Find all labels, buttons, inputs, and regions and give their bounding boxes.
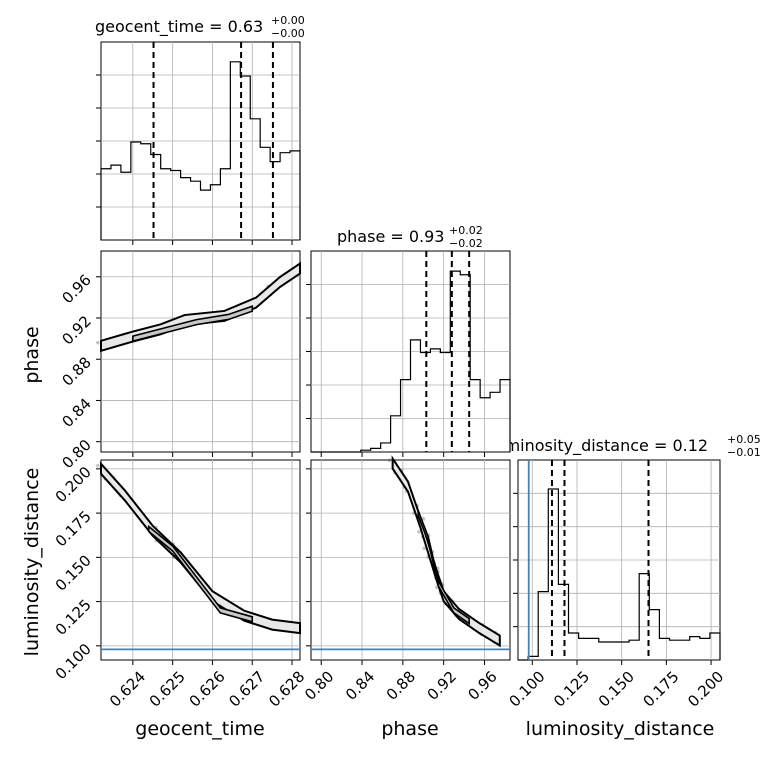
x-axis-label-phase: phase (381, 718, 438, 740)
histogram-geocent-time (96, 41, 301, 245)
title-luminosity-distance: luminosity_distance = 0.12 +0.05 −0.01 (490, 433, 760, 459)
x-tick-label-luminosity-distance-1: 0.125 (550, 668, 593, 711)
scatter-geocent-time-vs-phase (96, 250, 301, 457)
y-tick-label-phase-3: 0.92 (58, 312, 94, 348)
scatter-phase-vs-luminosity-distance (306, 455, 511, 665)
scatter-geocent-time-vs-luminosity-distance-contour-outer (100, 461, 301, 635)
x-tick-label-luminosity-distance-3: 0.175 (640, 668, 683, 711)
histogram-geocent-time-steps (100, 61, 301, 240)
scatter-geocent-time-vs-luminosity-distance (96, 459, 301, 665)
x-tick-label-phase-1: 0.84 (342, 668, 378, 704)
scatter-phase-vs-luminosity-distance-point-2-0 (421, 516, 426, 521)
histogram-luminosity-distance-steps (518, 488, 721, 661)
scatter-phase-vs-luminosity-distance-point-2-7 (422, 546, 426, 551)
x-tick-label-luminosity-distance-2: 0.150 (595, 668, 638, 711)
scatter-phase-vs-luminosity-distance-point-0-0 (387, 458, 392, 463)
title-luminosity-distance-plus: +0.05 (727, 433, 760, 446)
scatter-phase-vs-luminosity-distance-contour-inner (417, 510, 470, 626)
x-tick-label-phase-4: 0.96 (464, 668, 500, 704)
title-phase-minus: −0.02 (449, 237, 483, 250)
x-tick-label-geocent-time-2: 0.626 (186, 668, 229, 711)
title-luminosity-distance-minus: −0.01 (727, 446, 760, 459)
title-geocent-time-plus: +0.00 (271, 14, 305, 27)
title-phase-plus: +0.02 (449, 224, 483, 237)
y-axis-label-luminosity-distance: luminosity_distance (21, 468, 43, 657)
histogram-phase (306, 250, 511, 457)
x-tick-label-geocent-time-0: 0.624 (106, 668, 149, 711)
scatter-geocent-time-vs-phase-point-0-0 (96, 340, 100, 345)
x-tick-label-phase-0: 0.80 (301, 668, 337, 704)
x-tick-label-phase-3: 0.92 (424, 668, 460, 704)
scatter-geocent-time-vs-phase-frame (100, 250, 301, 453)
histogram-phase-steps (311, 270, 511, 453)
x-axis-label-luminosity-distance: luminosity_distance (526, 718, 715, 740)
y-tick-label-phase-4: 0.96 (58, 271, 94, 307)
histogram-luminosity-distance (513, 459, 721, 665)
title-luminosity-distance-main: luminosity_distance = 0.12 (490, 436, 708, 456)
scatter-phase-vs-luminosity-distance-point-2-2 (417, 529, 421, 534)
y-tick-label-luminosity-distance-2: 0.150 (52, 551, 95, 594)
scatter-geocent-time-vs-luminosity-distance-point-0-0 (96, 463, 100, 468)
x-axis-label-geocent-time: geocent_time (135, 718, 264, 740)
y-tick-label-luminosity-distance-1: 0.125 (52, 596, 95, 639)
scatter-geocent-time-vs-luminosity-distance-contour-inner (147, 524, 254, 623)
y-tick-label-phase-0: 0.80 (58, 436, 94, 472)
x-tick-label-phase-2: 0.88 (383, 668, 419, 704)
x-tick-label-luminosity-distance-0: 0.100 (505, 668, 548, 711)
y-tick-label-phase-2: 0.88 (58, 353, 94, 389)
y-tick-label-luminosity-distance-0: 0.100 (52, 640, 95, 683)
y-axis-label-phase: phase (21, 326, 43, 383)
x-tick-label-geocent-time-3: 0.627 (225, 668, 268, 711)
title-phase-main: phase = 0.93 (337, 227, 444, 246)
title-geocent-time-minus: −0.00 (271, 27, 305, 40)
title-phase: phase = 0.93 +0.02 −0.02 (337, 224, 483, 250)
title-geocent-time: geocent_time = 0.63 +0.00 −0.00 (95, 14, 305, 40)
title-geocent-time-main: geocent_time = 0.63 (95, 17, 263, 37)
y-tick-label-phase-1: 0.84 (58, 395, 94, 431)
y-tick-label-luminosity-distance-3: 0.175 (52, 507, 95, 550)
x-tick-label-geocent-time-1: 0.625 (146, 668, 189, 711)
x-tick-label-luminosity-distance-4: 0.200 (684, 668, 727, 711)
scatter-geocent-time-vs-phase-contour-inner (132, 305, 254, 343)
